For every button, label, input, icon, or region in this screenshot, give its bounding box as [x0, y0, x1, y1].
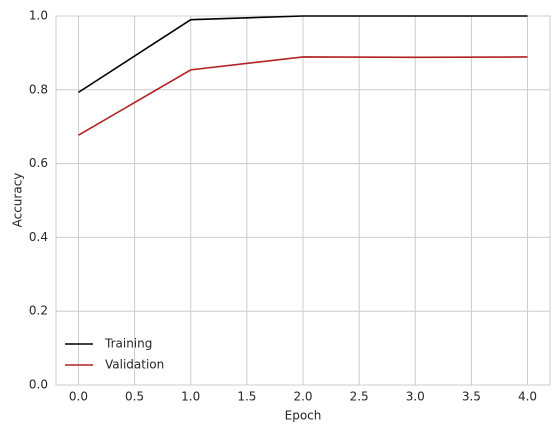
x-tick-label: 1.0 — [181, 390, 200, 404]
legend-label: Validation — [105, 358, 164, 372]
x-tick-label: 2.0 — [293, 390, 312, 404]
y-tick-label: 0.6 — [29, 156, 48, 170]
x-tick-label: 0.5 — [125, 390, 144, 404]
x-axis-label: Epoch — [285, 409, 322, 423]
x-tick-label: 3.0 — [406, 390, 425, 404]
y-tick-label: 0.0 — [29, 378, 48, 392]
series-line — [78, 15, 528, 94]
x-tick-label: 3.5 — [462, 390, 481, 404]
x-tick-label: 1.5 — [237, 390, 256, 404]
x-tick-label: 0.0 — [69, 390, 88, 404]
x-tick-label: 4.0 — [518, 390, 537, 404]
y-tick-label: 0.2 — [29, 304, 48, 318]
x-tick-label: 2.5 — [350, 390, 369, 404]
legend-label: Training — [104, 337, 152, 351]
y-tick-label: 0.8 — [29, 82, 48, 96]
y-axis-label: Accuracy — [11, 173, 25, 228]
y-tick-label: 1.0 — [29, 9, 48, 23]
series-line — [78, 56, 528, 136]
plot-area — [78, 15, 528, 136]
y-tick-label: 0.4 — [29, 230, 48, 244]
